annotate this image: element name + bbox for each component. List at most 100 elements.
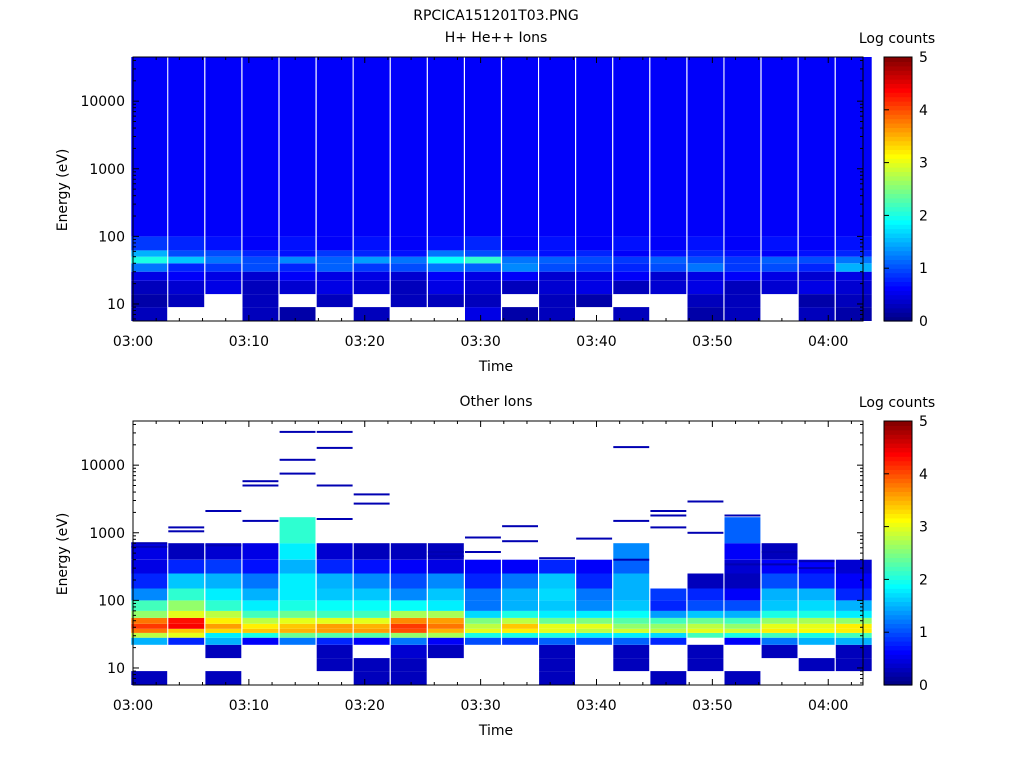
heatmap-cells-bottom bbox=[131, 430, 872, 685]
heatmap-cell bbox=[242, 573, 279, 589]
heatmap-cell bbox=[205, 543, 242, 560]
colorbar-segment bbox=[884, 429, 912, 435]
heatmap-cell bbox=[724, 250, 761, 257]
colorbar-segment bbox=[884, 74, 912, 80]
heatmap-cell bbox=[168, 263, 205, 272]
heatmap-cell bbox=[390, 671, 427, 685]
colorbar-segment bbox=[884, 303, 912, 309]
heatmap-cell bbox=[427, 617, 464, 624]
colorbar-segment bbox=[884, 101, 912, 106]
heatmap-cell bbox=[724, 517, 761, 544]
heatmap-cell bbox=[650, 637, 687, 645]
colorbar-tick-label: 4 bbox=[919, 467, 928, 483]
colorbar-segment bbox=[884, 553, 912, 558]
colorbar-frame bbox=[883, 420, 913, 686]
heatmap-cell bbox=[539, 623, 575, 629]
heatmap-cell bbox=[427, 628, 464, 633]
colorbar-segment bbox=[884, 495, 912, 501]
heatmap-cell bbox=[205, 588, 242, 601]
heatmap-cell bbox=[613, 637, 650, 645]
heatmap-line bbox=[798, 560, 835, 563]
heatmap-line bbox=[353, 502, 390, 505]
colorbar-segment bbox=[884, 610, 912, 616]
heatmap-cell bbox=[687, 628, 724, 633]
heatmap-cell bbox=[724, 573, 761, 589]
heatmap-cell bbox=[465, 307, 501, 321]
colorbar-segment bbox=[884, 259, 912, 265]
heatmap-cell bbox=[502, 573, 538, 589]
heatmap-line bbox=[761, 563, 798, 566]
heatmap-cell bbox=[279, 307, 316, 321]
heatmap-cell bbox=[242, 271, 279, 281]
colorbar-segment bbox=[884, 522, 912, 528]
heatmap-cell bbox=[390, 610, 427, 618]
heatmap-cell bbox=[798, 559, 835, 574]
heatmap-cell bbox=[242, 294, 279, 308]
heatmap-cell bbox=[279, 280, 316, 295]
heatmap-cell bbox=[835, 637, 872, 645]
colorbar-segment bbox=[884, 451, 912, 457]
heatmap-cell bbox=[539, 610, 575, 618]
heatmap-cell bbox=[427, 588, 464, 601]
heatmap-cell bbox=[613, 628, 650, 633]
heatmap-cell bbox=[279, 543, 316, 560]
heatmap-cell bbox=[168, 294, 205, 308]
colorbar-segment bbox=[884, 566, 912, 572]
colorbar-segment bbox=[884, 219, 912, 225]
x-tick-label: 03:00 bbox=[113, 698, 153, 714]
colorbar-segment bbox=[884, 641, 912, 646]
heatmap-cell bbox=[576, 263, 613, 272]
heatmap-cell bbox=[835, 307, 872, 321]
heatmap-cell bbox=[316, 600, 353, 611]
colorbar-segment bbox=[884, 79, 912, 84]
heatmap-cell bbox=[205, 600, 242, 611]
colorbar-segment bbox=[884, 601, 912, 607]
heatmap-cell bbox=[835, 623, 872, 629]
colorbar-top: 0 1 2 3 4 5 bbox=[883, 50, 928, 330]
heatmap-line bbox=[279, 472, 316, 475]
colorbar-segment bbox=[884, 83, 912, 89]
y-ticks-bottom: 10 100 1000 10000 bbox=[80, 423, 863, 684]
colorbar-segment bbox=[884, 87, 912, 93]
heatmap-line bbox=[279, 430, 316, 433]
x-tick-label: 03:30 bbox=[460, 698, 500, 714]
heatmap-line bbox=[242, 480, 279, 483]
heatmap-cell bbox=[761, 600, 798, 611]
colorbar-frame bbox=[883, 56, 913, 322]
heatmap-cell bbox=[687, 644, 724, 659]
colorbar-segment bbox=[884, 465, 912, 470]
heatmap-cell bbox=[242, 250, 279, 257]
heatmap-cell bbox=[613, 658, 650, 672]
y-tick-label: 1000 bbox=[89, 162, 125, 178]
heatmap-cell bbox=[390, 588, 427, 601]
heatmap-cell bbox=[205, 57, 242, 237]
heatmap-cell bbox=[131, 280, 168, 295]
heatmap-cell bbox=[205, 644, 242, 659]
y-tick-label: 10 bbox=[107, 297, 125, 313]
heatmap-cell bbox=[279, 57, 316, 237]
heatmap-cell bbox=[131, 610, 168, 618]
heatmap-cell bbox=[390, 263, 427, 272]
heatmap-cell bbox=[687, 623, 724, 629]
heatmap-line bbox=[798, 567, 835, 570]
x-tick-label: 03:00 bbox=[113, 334, 153, 350]
colorbar-segment bbox=[884, 649, 912, 655]
heatmap-cell bbox=[761, 610, 798, 618]
heatmap-cell bbox=[353, 623, 390, 629]
heatmap-cell bbox=[835, 256, 872, 264]
heatmap-cell bbox=[390, 271, 427, 281]
colorbar-segment bbox=[884, 443, 912, 448]
heatmap-cell bbox=[242, 632, 279, 638]
heatmap-line bbox=[576, 537, 613, 540]
heatmap-cell bbox=[613, 600, 650, 611]
heatmap-line bbox=[316, 430, 353, 433]
y-tick-label: 100 bbox=[98, 593, 125, 609]
heatmap-cell bbox=[576, 250, 613, 257]
heatmap-cell bbox=[539, 628, 575, 633]
heatmap-cells-top bbox=[131, 57, 872, 321]
heatmap-cell bbox=[390, 280, 427, 295]
heatmap-cell bbox=[798, 250, 835, 257]
heatmap-cell bbox=[613, 573, 650, 589]
heatmap-cell bbox=[687, 263, 724, 272]
heatmap-cell bbox=[539, 236, 575, 251]
